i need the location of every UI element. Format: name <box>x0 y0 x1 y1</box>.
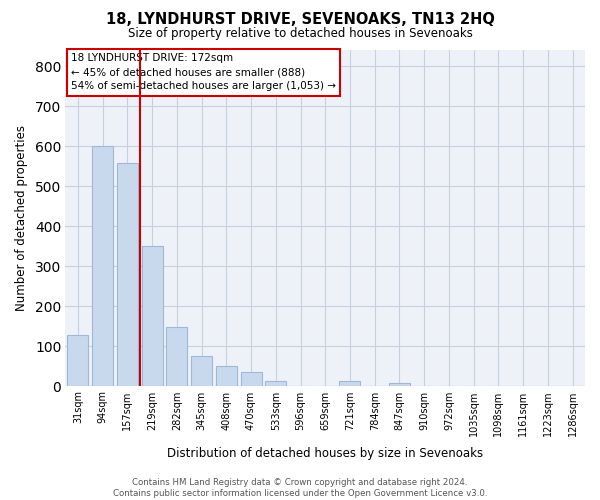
X-axis label: Distribution of detached houses by size in Sevenoaks: Distribution of detached houses by size … <box>167 447 484 460</box>
Bar <box>265 381 286 386</box>
Text: Size of property relative to detached houses in Sevenoaks: Size of property relative to detached ho… <box>128 28 472 40</box>
Bar <box>216 366 237 386</box>
Bar <box>389 383 410 386</box>
Bar <box>241 372 262 386</box>
Text: 18 LYNDHURST DRIVE: 172sqm
← 45% of detached houses are smaller (888)
54% of sem: 18 LYNDHURST DRIVE: 172sqm ← 45% of deta… <box>71 54 335 92</box>
Bar <box>117 163 138 386</box>
Y-axis label: Number of detached properties: Number of detached properties <box>15 125 28 311</box>
Bar <box>67 335 88 386</box>
Bar <box>166 327 187 386</box>
Text: 18, LYNDHURST DRIVE, SEVENOAKS, TN13 2HQ: 18, LYNDHURST DRIVE, SEVENOAKS, TN13 2HQ <box>106 12 494 28</box>
Bar <box>142 246 163 386</box>
Bar <box>340 380 361 386</box>
Bar <box>191 356 212 386</box>
Bar <box>92 146 113 386</box>
Text: Contains HM Land Registry data © Crown copyright and database right 2024.
Contai: Contains HM Land Registry data © Crown c… <box>113 478 487 498</box>
